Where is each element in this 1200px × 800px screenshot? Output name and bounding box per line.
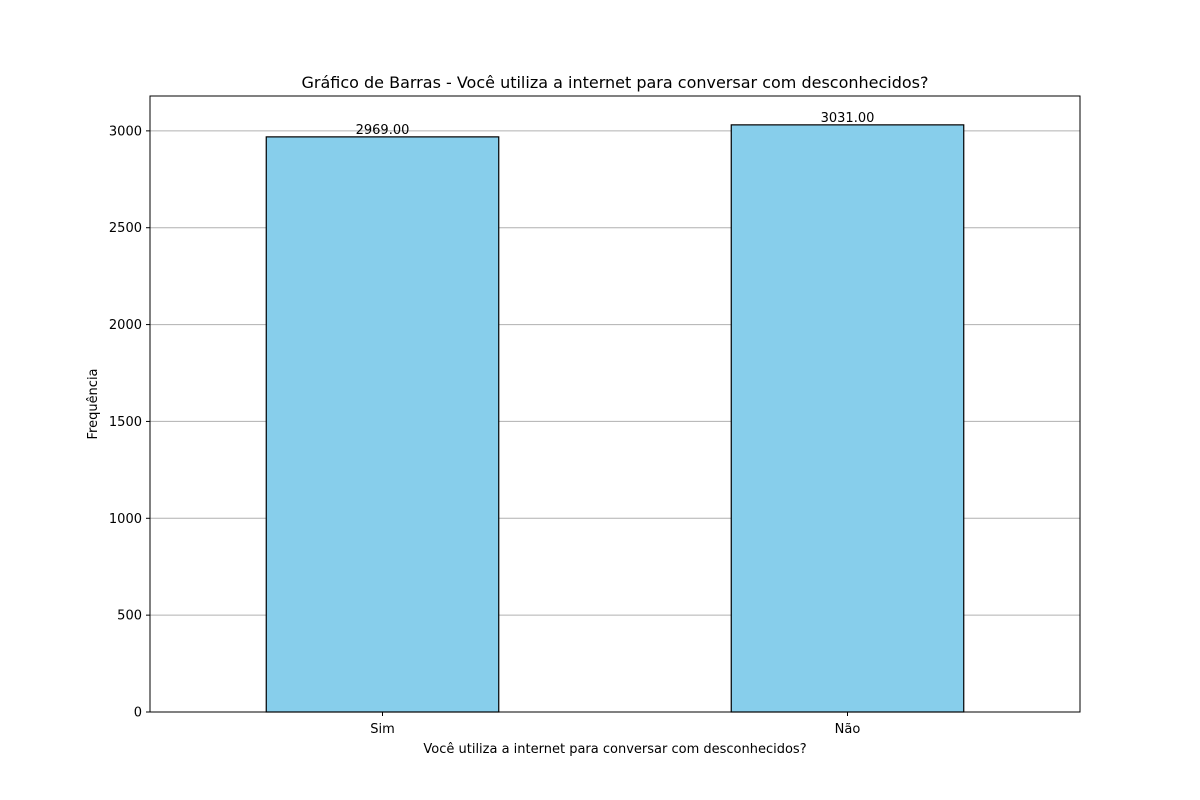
y-tick-label: 2500	[109, 221, 142, 236]
axis-ticks: 0 500 1000 1500 2000 2500 3000 Sim Não	[109, 124, 860, 737]
y-tick-label: 1500	[109, 415, 142, 430]
y-tick-label: 1000	[109, 512, 142, 527]
bars	[265, 124, 965, 713]
y-tick-label: 0	[134, 706, 142, 721]
bar-value-label: 3031.00	[821, 111, 875, 126]
y-tick-label: 2000	[109, 318, 142, 333]
x-tick-label: Não	[835, 722, 861, 737]
chart-title: Gráfico de Barras - Você utiliza a inter…	[301, 73, 928, 92]
y-tick-label: 500	[117, 609, 142, 624]
y-axis-label: Frequência	[86, 368, 101, 439]
bar-0	[265, 136, 500, 713]
plot-area-frame	[149, 95, 1081, 713]
x-tick-label: Sim	[370, 722, 395, 737]
y-tick-label: 3000	[109, 124, 142, 139]
bar-value-label: 2969.00	[356, 123, 410, 138]
value-labels: 2969.00 3031.00	[356, 111, 875, 138]
bar-1	[730, 124, 965, 713]
x-axis-label: Você utiliza a internet para conversar c…	[423, 742, 806, 757]
